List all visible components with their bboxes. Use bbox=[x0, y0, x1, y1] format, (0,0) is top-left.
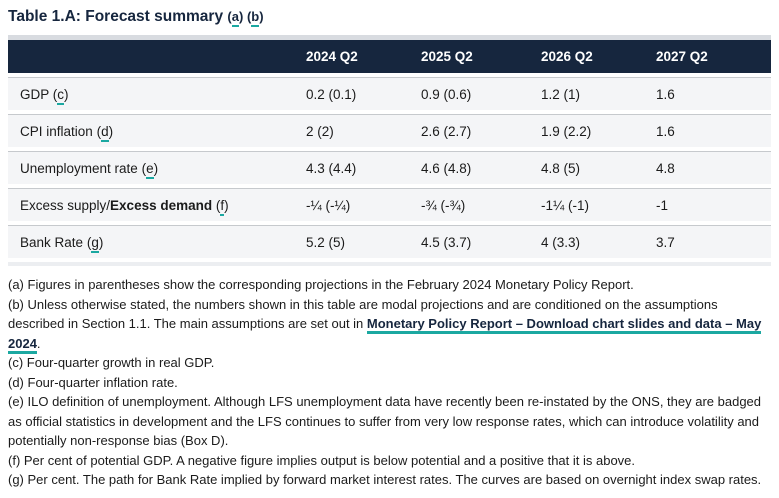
cell-bank-rate-2026: 4 (3.3) bbox=[533, 225, 648, 258]
cell-excess-2027: -1 bbox=[648, 188, 771, 221]
cell-gdp-2025: 0.9 (0.6) bbox=[413, 77, 533, 110]
footnote-b: (b) Unless otherwise stated, the numbers… bbox=[8, 295, 763, 354]
footnote-link-g[interactable]: (g) bbox=[87, 234, 103, 253]
forecast-table: 2024 Q2 2025 Q2 2026 Q2 2027 Q2 GDP (c) … bbox=[8, 31, 771, 266]
cell-excess-2025: -¾ (-¾) bbox=[413, 188, 533, 221]
footnotes: (a) Figures in parentheses show the corr… bbox=[8, 275, 763, 490]
cell-excess-2024: -¼ (-¼) bbox=[298, 188, 413, 221]
cell-unemployment-2025: 4.6 (4.8) bbox=[413, 151, 533, 184]
cell-cpi-2026: 1.9 (2.2) bbox=[533, 114, 648, 147]
cell-unemployment-2024: 4.3 (4.4) bbox=[298, 151, 413, 184]
table-row-gdp: GDP (c) 0.2 (0.1) 0.9 (0.6) 1.2 (1) 1.6 bbox=[8, 77, 771, 110]
footnote-d: (d) Four-quarter inflation rate. bbox=[8, 374, 178, 390]
table-row-unemployment: Unemployment rate (e) 4.3 (4.4) 4.6 (4.8… bbox=[8, 151, 771, 184]
footnote-link-f[interactable]: (f) bbox=[216, 197, 229, 216]
footnote-link-e[interactable]: (e) bbox=[142, 160, 158, 179]
cell-unemployment-2026: 4.8 (5) bbox=[533, 151, 648, 184]
row-label-cpi: CPI inflation (d) bbox=[8, 114, 298, 147]
footnote-link-d[interactable]: (d) bbox=[97, 123, 113, 142]
cell-excess-2026: -1¼ (-1) bbox=[533, 188, 648, 221]
table-row-excess: Excess supply/Excess demand (f) -¼ (-¼) … bbox=[8, 188, 771, 221]
table-row-cpi: CPI inflation (d) 2 (2) 2.6 (2.7) 1.9 (2… bbox=[8, 114, 771, 147]
cell-bank-rate-2027: 3.7 bbox=[648, 225, 771, 258]
footnote-f: (f) Per cent of potential GDP. A negativ… bbox=[8, 452, 636, 468]
table-title-text: Table 1.A: Forecast summary bbox=[8, 8, 224, 25]
cell-cpi-2024: 2 (2) bbox=[298, 114, 413, 147]
table-header-row: 2024 Q2 2025 Q2 2026 Q2 2027 Q2 bbox=[8, 35, 771, 73]
footnote-e: (e) ILO definition of unemployment. Alth… bbox=[8, 394, 762, 448]
row-label-bank-rate: Bank Rate (g) bbox=[8, 225, 298, 258]
table-row-bank-rate: Bank Rate (g) 5.2 (5) 4.5 (3.7) 4 (3.3) … bbox=[8, 225, 771, 258]
footnote-g: (g) Per cent. The path for Bank Rate imp… bbox=[8, 472, 762, 487]
cell-bank-rate-2024: 5.2 (5) bbox=[298, 225, 413, 258]
column-header-2027-q2: 2027 Q2 bbox=[648, 35, 771, 73]
cell-gdp-2027: 1.6 bbox=[648, 77, 771, 110]
column-header-2025-q2: 2025 Q2 bbox=[413, 35, 533, 73]
cell-cpi-2025: 2.6 (2.7) bbox=[413, 114, 533, 147]
cell-gdp-2026: 1.2 (1) bbox=[533, 77, 648, 110]
footnote-link-b[interactable]: (b) bbox=[247, 9, 264, 27]
row-label-excess: Excess supply/Excess demand (f) bbox=[8, 188, 298, 221]
row-label-gdp: GDP (c) bbox=[8, 77, 298, 110]
cell-bank-rate-2025: 4.5 (3.7) bbox=[413, 225, 533, 258]
footnote-a: (a) Figures in parentheses show the corr… bbox=[8, 277, 634, 292]
footnote-c: (c) Four-quarter growth in real GDP. bbox=[8, 355, 215, 370]
column-header-blank bbox=[8, 35, 298, 73]
column-header-2024-q2: 2024 Q2 bbox=[298, 35, 413, 73]
cell-cpi-2027: 1.6 bbox=[648, 114, 771, 147]
cell-unemployment-2027: 4.8 bbox=[648, 151, 771, 184]
footnote-link-a[interactable]: (a) bbox=[227, 9, 243, 27]
table-title-footnote-refs: (a) (b) bbox=[227, 9, 264, 27]
row-label-unemployment: Unemployment rate (e) bbox=[8, 151, 298, 184]
monetary-policy-report-link[interactable]: Monetary Policy Report – Download chart … bbox=[8, 316, 762, 354]
table-title: Table 1.A: Forecast summary (a) (b) bbox=[8, 8, 763, 27]
column-header-2026-q2: 2026 Q2 bbox=[533, 35, 648, 73]
cell-gdp-2024: 0.2 (0.1) bbox=[298, 77, 413, 110]
footnote-link-c[interactable]: (c) bbox=[53, 86, 69, 105]
